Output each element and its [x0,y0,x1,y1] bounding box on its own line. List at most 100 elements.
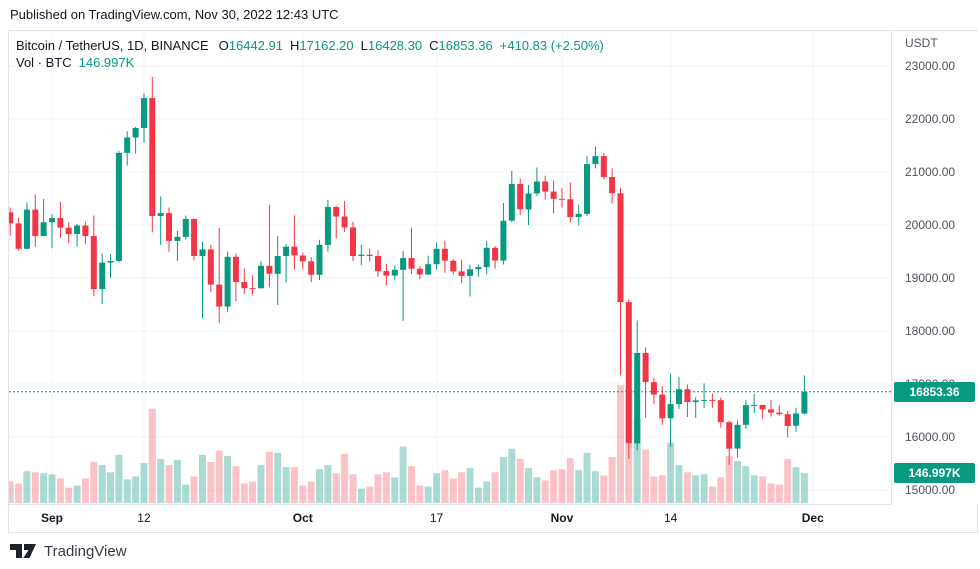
volume-bar [742,466,750,503]
volume-bar [374,474,382,503]
ohlc-low: L16428.30 [360,38,423,53]
volume-bar [466,468,474,503]
volume-bar [81,478,89,503]
volume-bar [424,486,432,503]
candle-body [207,249,214,285]
volume-bar [282,467,290,503]
candle-body [776,412,783,415]
candle-body [517,183,524,210]
candle-body [99,262,106,290]
candle-body [650,382,657,395]
change-value: +410.83 (+2.50%) [499,38,604,53]
volume-bar [575,470,583,503]
candle-body [258,265,264,289]
candle-body [74,225,81,234]
candle-body [550,191,557,199]
volume-bar [123,479,131,503]
candle-body [249,288,256,290]
volume-bar [750,475,758,503]
volume-bar [9,481,14,503]
footer: TradingView [10,539,127,563]
price-tick-label: 15000.00 [905,483,956,497]
time-tick-label: Sep [40,511,64,525]
volume-bar [23,471,31,503]
volume-bar [274,452,282,503]
volume-bar [533,477,541,503]
volume-bar [708,486,716,503]
volume-bar [541,480,549,503]
volume-bar [650,476,658,503]
candle-body [726,422,733,449]
volume-bar [717,477,725,503]
volume-bar [700,474,708,503]
price-tick-label: 16000.00 [905,430,956,444]
volume-bar [550,470,558,503]
candle-body [333,207,340,217]
volume-bar [132,476,140,503]
volume-bar [591,471,599,503]
volume-bar [307,481,315,503]
volume-bar [516,458,524,503]
candle-body [684,389,691,402]
time-tick-label: Nov [550,511,574,525]
candle-body [634,353,641,444]
volume-bar [775,484,783,503]
candle-body [701,399,708,401]
candle-body [467,269,473,276]
volume-bar [767,483,775,503]
volume-bar [148,408,156,503]
volume-bar [408,466,415,503]
volume-label: Vol · BTC [16,55,72,70]
volume-bar [249,481,257,503]
volume-bar [692,475,700,503]
candle-body [324,207,331,245]
time-axis[interactable]: Sep 12 Oct 17 Nov 14 Dec [9,504,891,532]
candle-body [57,218,64,228]
candle-body [308,261,315,275]
volume-bar [583,452,591,503]
candle-body [793,413,799,426]
candle-body [391,269,398,276]
volume-bar [290,467,298,503]
volume-bar [157,458,165,503]
candle-body [592,156,599,165]
candle-body [350,227,356,256]
candle-body [441,248,448,261]
price-axis[interactable]: USDT 23000.00 22000.00 21000.00 20000.00 190… [891,31,978,504]
time-tick-label: Oct [292,511,313,525]
volume-bar [173,459,181,503]
volume-bar [265,451,273,504]
volume-value: 146.997K [78,55,135,70]
volume-bar [525,468,532,503]
candle-body [433,248,440,265]
candle-body [82,225,89,237]
tradingview-brand[interactable]: TradingView [44,542,127,560]
ohlc-open: O16442.91 [218,38,284,53]
volume-bar [332,473,340,503]
volume-bar [725,455,733,503]
candle-body [709,399,716,401]
volume-bar [399,446,407,503]
candle-body [784,414,791,426]
price-tick-label: 18000.00 [905,324,956,338]
candle-body [600,156,607,177]
candle-body [400,258,407,270]
last-price-badge: 16853.36 [894,381,975,402]
candle-body [40,222,47,237]
chart-container: Bitcoin / TetherUS, 1D, BINANCE O16442.91… [8,30,978,533]
chart-pane[interactable]: Bitcoin / TetherUS, 1D, BINANCE O16442.91… [9,31,891,504]
symbol-title[interactable]: Bitcoin / TetherUS, 1D, BINANCE [16,38,209,53]
volume-bar [617,385,624,503]
candle-body [316,244,323,275]
time-tick-label: 12 [137,511,151,525]
candle-body [642,353,649,383]
candle-body [124,137,131,153]
tradingview-logo-icon[interactable] [10,543,37,559]
legend-volume-row: Vol · BTC 146.997K [16,54,604,71]
candle-body [659,394,666,419]
candle-body [141,98,147,128]
candlestick-volume-plot [9,31,891,504]
volume-bar [65,487,73,503]
candle-body [567,199,574,218]
